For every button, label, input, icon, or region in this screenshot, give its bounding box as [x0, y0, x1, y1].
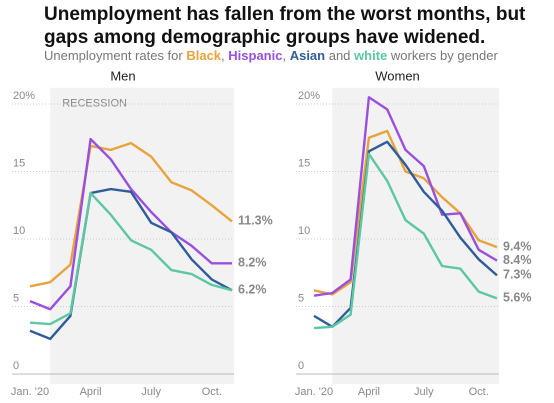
recession-label: RECESSION [62, 98, 127, 110]
series-line [313, 152, 498, 330]
subtitle-part: , [221, 48, 228, 63]
x-tick-label: Jan. '20 [11, 386, 49, 398]
subtitle-part: Asian [290, 48, 325, 63]
y-tick-label: 5 [13, 292, 19, 304]
panel-title: Women [375, 68, 420, 83]
end-label: 11.3% [238, 214, 273, 228]
y-tick-label: 20% [13, 90, 35, 102]
title-line: Unemployment has fallen from the worst m… [44, 4, 526, 25]
subtitle-part: workers by gender [387, 48, 498, 63]
title-line: gaps among demographic groups have widen… [44, 27, 485, 48]
subtitle-part: Unemployment rates for [44, 48, 186, 63]
end-label: 5.6% [503, 291, 532, 305]
series-line [29, 187, 233, 341]
y-tick-label: 10 [298, 225, 310, 237]
series-line [29, 191, 233, 326]
x-tick-label: April [358, 386, 380, 398]
x-tick-label: July [141, 386, 161, 398]
end-label: 7.3% [503, 268, 532, 282]
series-line [29, 141, 233, 288]
subtitle-part: and [325, 48, 354, 63]
subtitle: Unemployment rates for Black, Hispanic, … [44, 48, 498, 63]
y-tick-label: 5 [298, 292, 304, 304]
subtitle-part: , [282, 48, 289, 63]
end-label: 6.2% [238, 283, 267, 297]
x-tick-label: April [80, 386, 102, 398]
series-line [313, 140, 498, 328]
x-tick-label: Jan. '20 [295, 386, 333, 398]
end-label: 8.2% [238, 256, 267, 270]
x-tick-label: July [414, 386, 434, 398]
end-label: 8.4% [503, 253, 532, 267]
y-tick-label: 0 [298, 360, 304, 372]
end-label: 9.4% [503, 239, 532, 253]
y-tick-label: 15 [13, 157, 25, 169]
series-line [29, 137, 232, 311]
y-tick-label: 10 [13, 225, 25, 237]
subtitle-part: Hispanic [228, 48, 282, 63]
recession-shade [50, 87, 235, 385]
subtitle-part: Black [186, 48, 221, 63]
subtitle-part: white [353, 48, 387, 63]
series-line [313, 129, 498, 296]
x-tick-label: Oct. [469, 386, 489, 398]
y-tick-label: 0 [13, 360, 19, 372]
series-line [313, 96, 498, 297]
y-tick-label: 15 [298, 157, 310, 169]
y-tick-label: 20% [298, 90, 320, 102]
panel-title: Men [110, 68, 135, 83]
x-tick-label: Oct. [202, 386, 222, 398]
